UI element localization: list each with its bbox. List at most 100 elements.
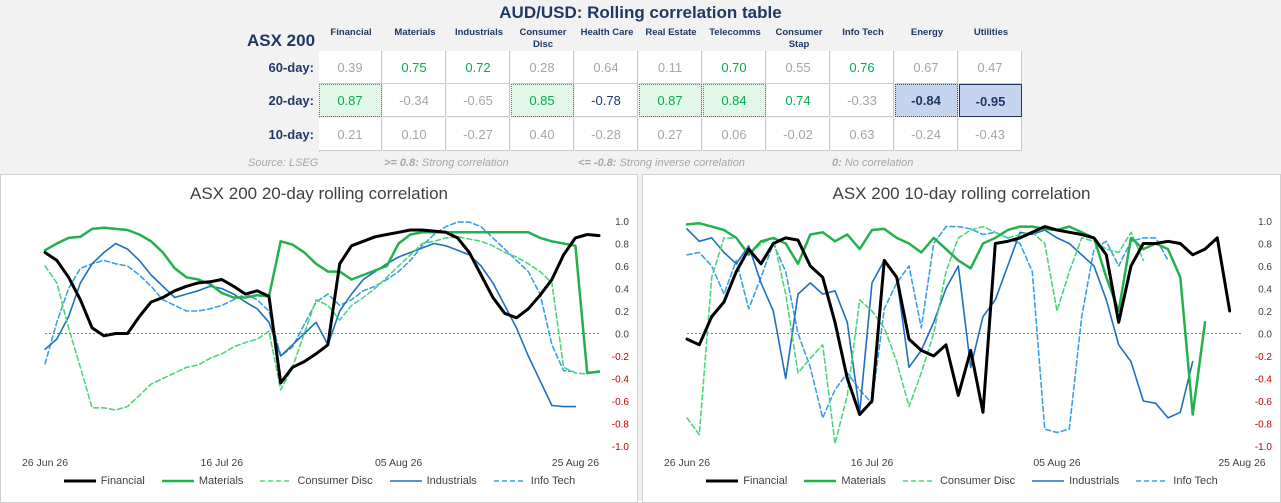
table-cell: 0.70 — [703, 51, 766, 84]
x-tick-label: 26 Jun 26 — [664, 457, 710, 469]
table-cell: -0.33 — [831, 84, 894, 117]
footnote-zero-prefix: 0: — [832, 157, 842, 169]
y-tick-label: 0.8 — [615, 240, 629, 251]
table-cell: 0.21 — [319, 118, 382, 151]
series-line-consumer-disc — [686, 225, 1145, 445]
legend-label: Info Tech — [1173, 475, 1218, 487]
y-tick-label: -1.0 — [612, 442, 630, 453]
legend-label: Info Tech — [530, 475, 576, 487]
legend-label: Financial — [743, 475, 788, 487]
legend-swatch — [706, 479, 739, 483]
y-tick-label: 0.2 — [615, 307, 629, 318]
chart-10day-panel: ASX 200 10-day rolling correlation 1.0 0.… — [642, 174, 1281, 503]
x-tick-label: 05 Aug 26 — [1033, 457, 1080, 469]
footnote-strong-prefix: >= 0.8: — [384, 157, 419, 169]
legend-swatch — [161, 479, 194, 483]
column-header: Industrials — [454, 27, 504, 38]
table-cell: 0.47 — [959, 51, 1022, 84]
footnote-strong: >= 0.8: Strong correlation — [384, 157, 509, 169]
footnote-source: Source: LSEG — [248, 157, 319, 169]
column-header: Consumer Stap — [775, 27, 823, 50]
footnote-zero: 0: No correlation — [832, 157, 913, 169]
y-tick-label: 0.0 — [1258, 330, 1272, 341]
table-cell: 0.10 — [383, 118, 446, 151]
y-tick-label: -0.2 — [1255, 352, 1273, 363]
legend-swatch — [804, 479, 837, 483]
legend-swatch — [902, 480, 935, 482]
table-cell: 0.87 — [639, 84, 702, 117]
y-tick-label: 0.6 — [615, 262, 629, 273]
legend-swatch — [1032, 480, 1065, 482]
y-tick-label: -0.4 — [612, 375, 630, 386]
page-title: AUD/USD: Rolling correlation table — [499, 3, 782, 22]
footnote-inverse: <= -0.8: Strong inverse correlation — [578, 157, 745, 169]
table-cell: 0.76 — [831, 51, 894, 84]
legend-label: Financial — [100, 475, 145, 487]
legend-item-industrials: Industrials — [1031, 475, 1119, 487]
column-header: Energy — [910, 27, 944, 38]
series-line-industrials — [44, 242, 577, 408]
column-header: Info Tech — [842, 27, 884, 38]
series-line-consumer-disc — [44, 235, 600, 411]
table-cell: 0.27 — [639, 118, 702, 151]
y-tick-label: 1.0 — [615, 217, 629, 228]
chart-20day-panel: ASX 200 20-day rolling correlation 1.0 0.… — [0, 174, 638, 503]
y-tick-label: 0.4 — [1258, 285, 1272, 296]
column-header: Real Estate — [645, 27, 697, 38]
legend-item-consumer-disc: Consumer Disc — [902, 475, 1015, 487]
row-label: 10-day: — [268, 127, 314, 142]
legend-label: Industrials — [426, 475, 477, 487]
series-line-info-tech — [686, 225, 1169, 434]
y-tick-label: -0.4 — [1255, 375, 1273, 386]
table-cell: -0.27 — [447, 118, 510, 151]
table-cell: -0.34 — [383, 84, 446, 117]
x-tick-label: 25 Aug 26 — [1218, 457, 1265, 469]
x-tick-label: 26 Jun 26 — [22, 457, 68, 469]
footnote-zero-text: No correlation — [841, 157, 914, 169]
column-header: Telecomms — [709, 27, 761, 38]
chart-10day-title: ASX 200 10-day rolling correlation — [832, 184, 1091, 203]
table-cell: -0.24 — [895, 118, 958, 151]
column-header: Utilities — [973, 27, 1009, 38]
table-cell: -0.02 — [767, 118, 830, 151]
chart-20day-legend: Financial Materials Consumer Disc Industria… — [1, 475, 637, 487]
column-header: Financial — [330, 27, 372, 38]
table-cell: 0.55 — [767, 51, 830, 84]
table-cell: -0.95 — [959, 84, 1022, 117]
column-header: Consumer Disc — [519, 27, 567, 50]
chart-20day-plot: 1.0 0.8 0.6 0.4 0.2 0.0 -0.2 -0.4 -0.6 -0.8 -1.0 26… — [22, 217, 630, 469]
legend-swatch — [1136, 480, 1169, 482]
row-label: 60-day: — [268, 60, 314, 75]
y-tick-label: 0.0 — [615, 330, 629, 341]
y-tick-label: 0.4 — [615, 285, 629, 296]
table-cell: 0.84 — [703, 84, 766, 117]
series-line-financial — [43, 228, 601, 385]
y-tick-label: 1.0 — [1258, 217, 1272, 228]
series-line-industrials — [686, 228, 1194, 419]
legend-swatch — [63, 479, 96, 483]
y-tick-label: 0.6 — [1258, 262, 1272, 273]
footnote-inverse-prefix: <= -0.8: — [578, 157, 617, 169]
legend-item-financial: Financial — [63, 475, 145, 487]
y-tick-label: -0.6 — [1255, 397, 1273, 408]
series-line-materials — [43, 226, 601, 375]
table-cell: 0.40 — [511, 118, 574, 151]
legend-item-financial: Financial — [705, 475, 787, 487]
table-cell: 0.87 — [319, 84, 382, 117]
y-tick-label: -1.0 — [1255, 442, 1273, 453]
index-label: ASX 200 — [247, 31, 316, 50]
x-tick-label: 16 Jul 26 — [851, 457, 894, 469]
legend-swatch — [389, 480, 422, 482]
legend-item-industrials: Industrials — [389, 475, 477, 487]
table-cell: 0.63 — [831, 118, 894, 151]
column-header: Materials — [394, 27, 436, 38]
table-cell: 0.72 — [447, 51, 510, 84]
legend-label: Industrials — [1069, 475, 1120, 487]
legend-label: Materials — [198, 475, 244, 487]
series-line-info-tech — [44, 221, 577, 373]
table-cell: 0.74 — [767, 84, 830, 117]
chart-10day-plot: 1.0 0.8 0.6 0.4 0.2 0.0 -0.2 -0.4 -0.6 -0.8 -1.0 26… — [664, 217, 1273, 469]
x-tick-label: 16 Jul 26 — [200, 457, 243, 469]
series-line-financial — [685, 225, 1232, 416]
footnote-inverse-text: Strong inverse correlation — [616, 157, 745, 169]
